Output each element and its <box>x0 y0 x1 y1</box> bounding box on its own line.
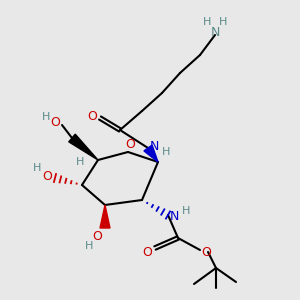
Text: O: O <box>201 245 211 259</box>
Text: H: H <box>162 147 170 157</box>
Polygon shape <box>144 145 158 162</box>
Text: O: O <box>142 245 152 259</box>
Text: H: H <box>85 241 93 251</box>
Text: N: N <box>210 26 220 38</box>
Text: O: O <box>87 110 97 122</box>
Text: H: H <box>33 163 41 173</box>
Text: H: H <box>203 17 211 27</box>
Text: O: O <box>50 116 60 130</box>
Text: H: H <box>182 206 190 216</box>
Text: N: N <box>169 211 179 224</box>
Text: O: O <box>42 169 52 182</box>
Text: H: H <box>42 112 50 122</box>
Text: O: O <box>125 137 135 151</box>
Text: O: O <box>92 230 102 242</box>
Polygon shape <box>100 205 110 228</box>
Polygon shape <box>69 134 98 160</box>
Text: H: H <box>219 17 227 27</box>
Text: H: H <box>76 157 84 167</box>
Text: N: N <box>149 140 159 152</box>
